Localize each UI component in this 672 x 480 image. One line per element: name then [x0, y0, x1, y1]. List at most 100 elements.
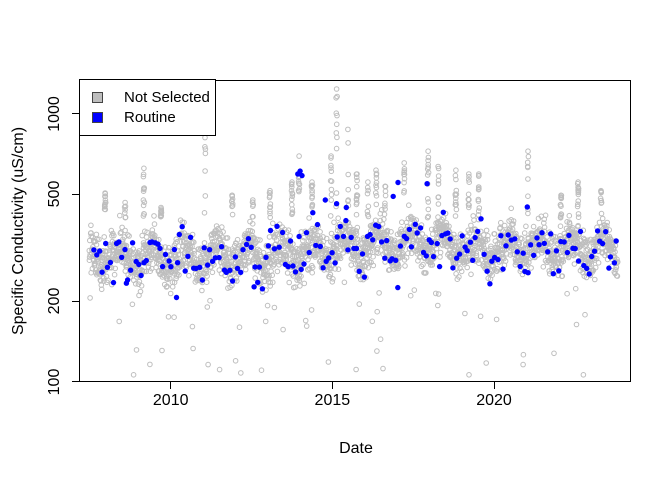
point-not-selected: [596, 219, 603, 226]
point-not-selected: [418, 237, 424, 243]
point-not-selected: [373, 175, 380, 181]
point-not-selected: [96, 236, 102, 243]
point-not-selected: [255, 236, 261, 243]
point-routine: [406, 226, 413, 233]
point-routine: [229, 278, 236, 284]
point-routine: [472, 234, 478, 241]
point-not-selected: [453, 235, 459, 241]
point-not-selected: [202, 144, 208, 150]
point-not-selected: [229, 211, 236, 218]
point-routine: [276, 244, 282, 250]
point-not-selected: [469, 227, 475, 234]
point-routine: [232, 254, 239, 260]
point-not-selected: [300, 237, 306, 244]
point-not-selected: [125, 232, 131, 238]
point-not-selected: [365, 179, 371, 185]
point-not-selected: [174, 238, 181, 245]
point-routine: [227, 267, 233, 273]
point-routine: [292, 269, 299, 275]
point-not-selected: [328, 191, 335, 198]
point-routine: [306, 249, 312, 256]
point-not-selected: [504, 251, 510, 257]
point-routine: [525, 270, 531, 276]
point-not-selected: [595, 260, 602, 266]
point-not-selected: [452, 202, 459, 208]
point-not-selected: [353, 211, 360, 218]
point-not-selected: [528, 265, 534, 271]
point-not-selected: [485, 233, 491, 239]
point-routine: [603, 229, 609, 235]
point-not-selected: [140, 171, 147, 178]
point-not-selected: [575, 198, 582, 204]
point-routine: [564, 249, 571, 256]
point-not-selected: [101, 234, 108, 240]
point-not-selected: [425, 157, 431, 164]
point-not-selected: [332, 266, 338, 272]
point-not-selected: [500, 254, 506, 261]
point-not-selected: [353, 201, 360, 208]
point-not-selected: [141, 185, 147, 192]
point-not-selected: [220, 229, 226, 235]
point-not-selected: [141, 211, 147, 217]
point-routine: [187, 234, 194, 240]
point-not-selected: [204, 273, 210, 279]
point-not-selected: [475, 208, 482, 214]
point-not-selected: [325, 359, 332, 365]
point-not-selected: [343, 223, 349, 229]
point-not-selected: [148, 251, 155, 258]
point-not-selected: [323, 235, 330, 242]
point-routine: [110, 279, 117, 286]
point-routine: [314, 221, 321, 228]
point-routine: [370, 237, 376, 243]
point-not-selected: [267, 283, 273, 289]
point-routine: [572, 245, 578, 252]
point-not-selected: [270, 279, 276, 286]
point-routine: [541, 240, 547, 247]
point-not-selected: [289, 201, 295, 208]
point-routine: [412, 221, 418, 227]
point-not-selected: [88, 230, 94, 236]
point-routine: [240, 247, 246, 253]
point-not-selected: [373, 172, 380, 178]
point-routine: [332, 260, 338, 266]
point-not-selected: [298, 229, 305, 235]
point-not-selected: [119, 224, 125, 231]
point-routine: [296, 233, 302, 240]
point-routine: [464, 248, 470, 254]
point-not-selected: [365, 264, 372, 271]
point-routine: [607, 254, 614, 260]
point-not-selected: [257, 237, 263, 243]
point-routine: [478, 216, 484, 222]
point-routine: [459, 233, 465, 239]
point-not-selected: [252, 275, 258, 281]
point-not-selected: [289, 184, 295, 190]
point-not-selected: [151, 213, 157, 219]
point-routine: [403, 235, 410, 242]
point-not-selected: [111, 232, 117, 239]
point-routine: [589, 253, 595, 260]
point-not-selected: [232, 358, 239, 364]
point-not-selected: [169, 284, 176, 290]
point-not-selected: [229, 196, 236, 202]
point-not-selected: [212, 230, 218, 237]
point-not-selected: [424, 166, 431, 172]
point-not-selected: [267, 190, 273, 196]
point-not-selected: [328, 168, 335, 175]
point-not-selected: [345, 126, 351, 133]
point-not-selected: [203, 279, 210, 285]
point-not-selected: [580, 372, 587, 378]
point-not-selected: [204, 304, 211, 310]
point-routine: [107, 259, 114, 266]
point-not-selected: [501, 222, 508, 229]
point-not-selected: [575, 211, 582, 217]
point-routine: [206, 247, 213, 253]
point-not-selected: [465, 191, 472, 198]
point-not-selected: [250, 203, 256, 209]
point-not-selected: [382, 206, 388, 212]
point-routine: [322, 197, 328, 203]
point-not-selected: [177, 239, 184, 245]
point-not-selected: [320, 238, 327, 245]
point-routine: [103, 240, 109, 247]
point-not-selected: [462, 310, 468, 317]
